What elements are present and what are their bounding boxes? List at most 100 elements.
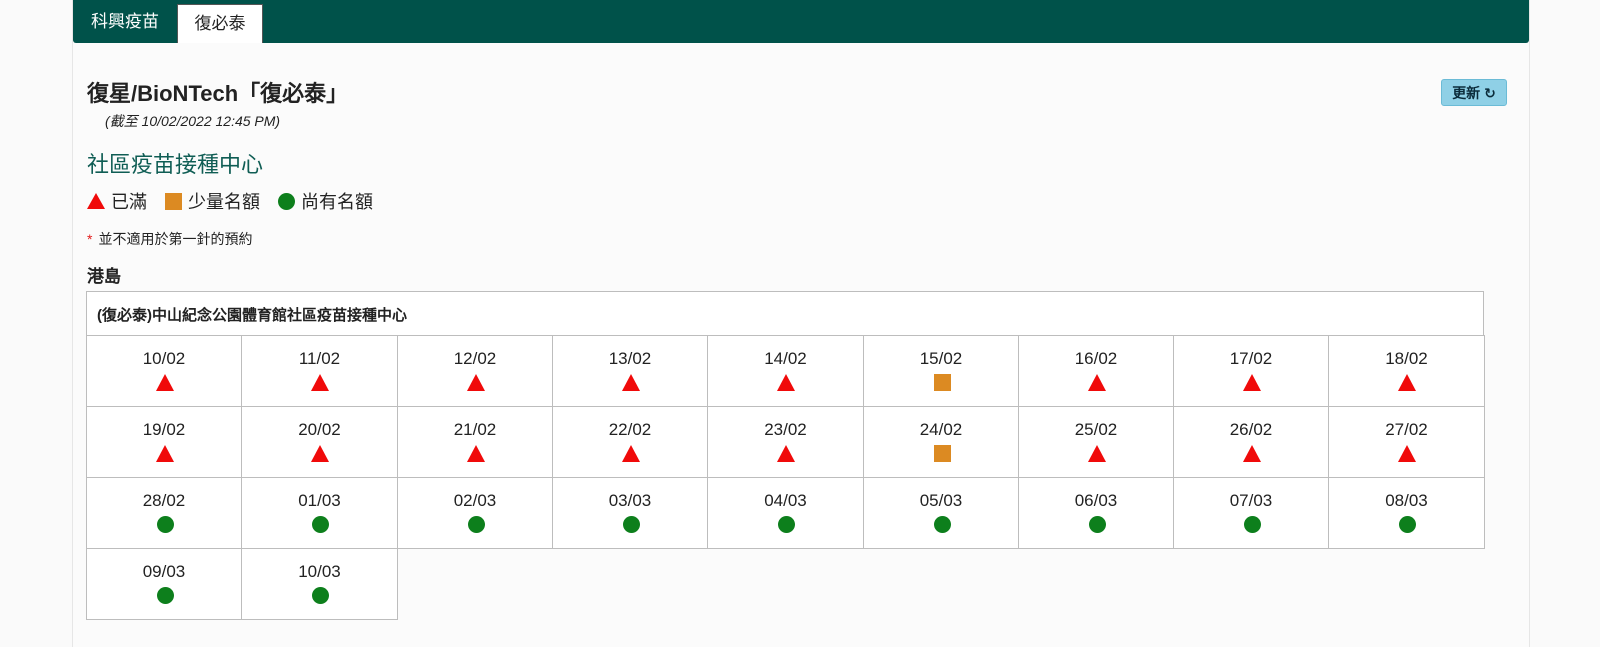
slot-cell: 22/02: [552, 406, 708, 478]
slot-cell: 09/03: [86, 548, 242, 620]
triangle-icon: [1398, 445, 1416, 462]
triangle-icon: [1088, 445, 1106, 462]
circle-icon: [312, 587, 329, 604]
slot-date: 10/02: [142, 349, 186, 368]
circle-icon: [778, 516, 795, 533]
slot-date: 12/02: [453, 349, 497, 368]
slot-date: 28/02: [142, 491, 186, 510]
circle-icon: [1399, 516, 1416, 533]
tab-bar: 科興疫苗 復必泰: [73, 0, 1529, 43]
circle-icon: [157, 587, 174, 604]
slot-cell: 21/02: [397, 406, 553, 478]
legend-item-available: 尚有名額: [278, 188, 373, 214]
slot-cell: 13/02: [552, 335, 708, 407]
slot-date: 26/02: [1229, 420, 1273, 439]
slot-cell: 07/03: [1173, 477, 1329, 549]
slot-date: 25/02: [1074, 420, 1118, 439]
slot-date: 08/03: [1385, 491, 1428, 510]
slot-date: 20/02: [298, 420, 341, 439]
triangle-icon: [1243, 374, 1261, 391]
slot-cell: 10/02: [86, 335, 242, 407]
slot-date: 09/03: [142, 562, 186, 581]
page-title: 復星/BioNTech「復必泰」: [87, 81, 349, 106]
triangle-icon: [1398, 374, 1416, 391]
slot-cell: 12/02: [397, 335, 553, 407]
slot-cell: 25/02: [1018, 406, 1174, 478]
slot-cell: 11/02: [241, 335, 398, 407]
slot-cell: 08/03: [1328, 477, 1485, 549]
slot-date: 22/02: [608, 420, 652, 439]
slot-date: 04/03: [764, 491, 807, 510]
triangle-icon: [156, 374, 174, 391]
circle-icon: [623, 516, 640, 533]
slot-cell: 02/03: [397, 477, 553, 549]
circle-icon: [278, 192, 295, 210]
slot-date: 06/03: [1074, 491, 1118, 510]
triangle-icon: [777, 445, 795, 462]
circle-icon: [468, 516, 485, 533]
slot-cell: 04/03: [707, 477, 864, 549]
triangle-icon: [1243, 445, 1261, 462]
slot-date: 17/02: [1229, 349, 1273, 368]
legend-label-limited: 少量名額: [188, 192, 260, 212]
slot-date: 24/02: [919, 420, 963, 439]
tab-comirnaty[interactable]: 復必泰: [177, 4, 263, 43]
asterisk: *: [87, 231, 93, 247]
tab-sinovac[interactable]: 科興疫苗: [91, 12, 159, 31]
legend-item-limited: 少量名額: [165, 188, 260, 214]
footnote-text: 並不適用於第一針的預約: [98, 231, 253, 247]
slot-date: 18/02: [1385, 349, 1428, 368]
triangle-icon: [777, 374, 795, 391]
triangle-icon: [622, 445, 640, 462]
slot-cell: 24/02: [863, 406, 1019, 478]
slot-date: 16/02: [1074, 349, 1118, 368]
triangle-icon: [311, 374, 329, 391]
slot-date: 01/03: [298, 491, 341, 510]
center-name: (復必泰)中山紀念公園體育館社區疫苗接種中心: [97, 307, 407, 324]
slot-cell: 06/03: [1018, 477, 1174, 549]
center-header: (復必泰)中山紀念公園體育館社區疫苗接種中心: [86, 291, 1484, 336]
slot-date: 27/02: [1385, 420, 1428, 439]
triangle-icon: [87, 193, 105, 209]
slot-cell: 18/02: [1328, 335, 1485, 407]
slot-cell: 17/02: [1173, 335, 1329, 407]
slot-date: 13/02: [608, 349, 652, 368]
circle-icon: [1089, 516, 1106, 533]
slot-cell: 26/02: [1173, 406, 1329, 478]
as-of-timestamp: (截至 10/02/2022 12:45 PM): [105, 113, 281, 129]
slot-date: 11/02: [298, 349, 341, 368]
slot-cell: 14/02: [707, 335, 864, 407]
slot-cell: 10/03: [241, 548, 398, 620]
legend-label-full: 已滿: [111, 192, 147, 212]
slot-cell: 28/02: [86, 477, 242, 549]
slot-cell: 05/03: [863, 477, 1019, 549]
circle-icon: [157, 516, 174, 533]
slot-date: 21/02: [453, 420, 497, 439]
slot-cell: 01/03: [241, 477, 398, 549]
slot-date: 10/03: [298, 562, 341, 581]
slot-cell: 20/02: [241, 406, 398, 478]
triangle-icon: [156, 445, 174, 462]
slot-date: 23/02: [764, 420, 807, 439]
triangle-icon: [467, 374, 485, 391]
legend-label-available: 尚有名額: [301, 192, 373, 212]
slot-cell: 27/02: [1328, 406, 1485, 478]
square-icon: [934, 445, 951, 462]
slot-cell: 19/02: [86, 406, 242, 478]
slot-date: 05/03: [919, 491, 963, 510]
slot-date: 02/03: [453, 491, 497, 510]
main-panel: 科興疫苗 復必泰 復星/BioNTech「復必泰」 (截至 10/02/2022…: [72, 0, 1530, 647]
slot-cell: 03/03: [552, 477, 708, 549]
footnote: * 並不適用於第一針的預約: [87, 229, 252, 249]
slot-cell: 23/02: [707, 406, 864, 478]
slot-date: 07/03: [1229, 491, 1273, 510]
slot-date: 15/02: [919, 349, 963, 368]
circle-icon: [1244, 516, 1261, 533]
legend-item-full: 已滿: [87, 188, 147, 214]
slot-cell: 16/02: [1018, 335, 1174, 407]
refresh-button[interactable]: 更新 ↻: [1441, 79, 1507, 106]
triangle-icon: [622, 374, 640, 391]
circle-icon: [934, 516, 951, 533]
triangle-icon: [467, 445, 485, 462]
square-icon: [165, 192, 182, 210]
